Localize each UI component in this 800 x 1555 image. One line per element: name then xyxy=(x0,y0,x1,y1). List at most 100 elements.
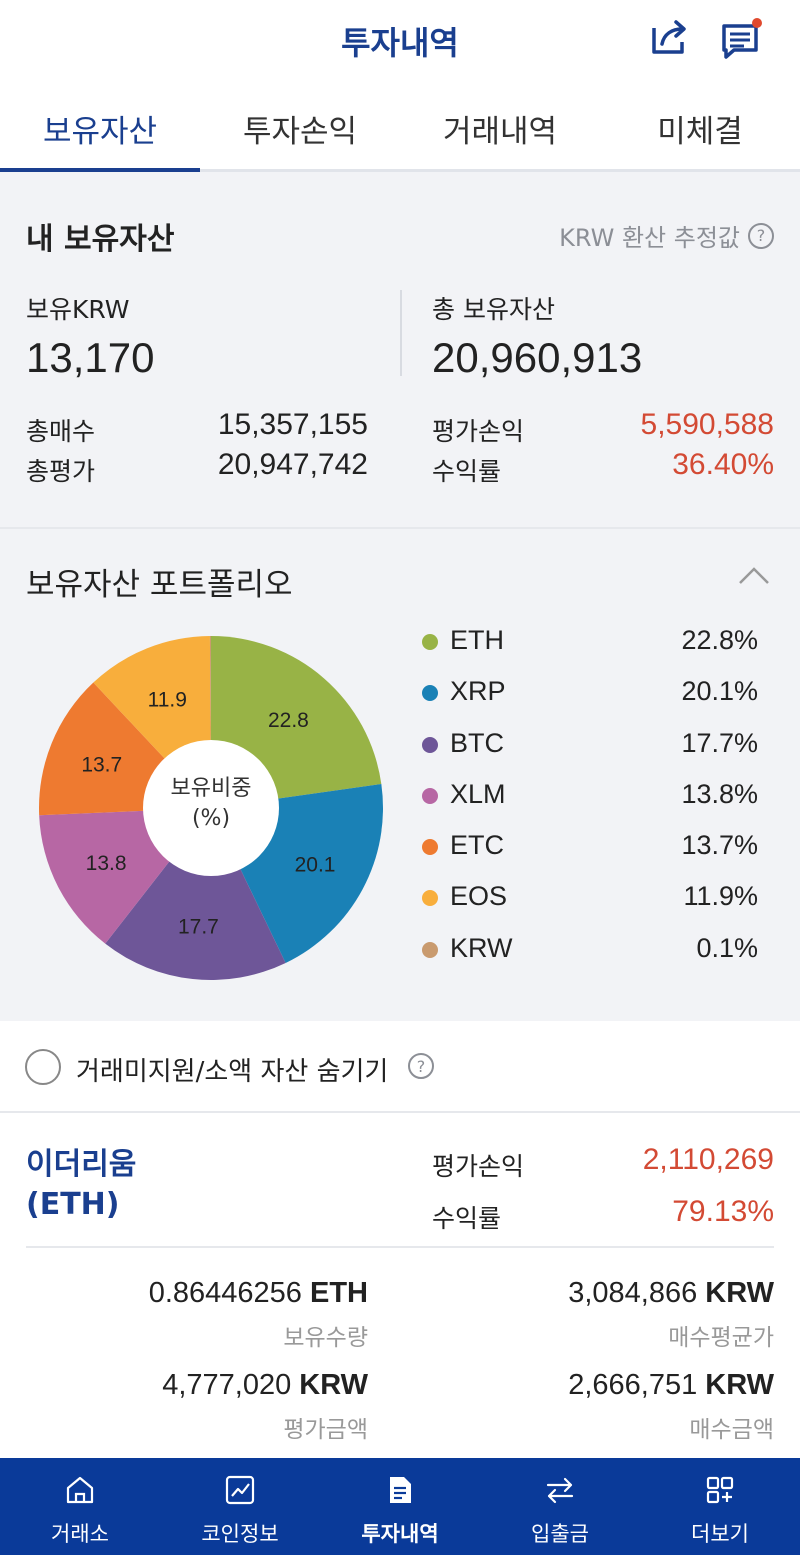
pnl-value: 5,590,588 xyxy=(640,408,774,441)
total-assets-label: 총 보유자산 xyxy=(432,295,555,324)
pie-data-label: 13.8 xyxy=(86,852,127,875)
legend-asset-percent: 11.9% xyxy=(683,881,758,912)
legend-asset-percent: 13.8% xyxy=(681,778,758,809)
evaluation-amount-unit: KRW xyxy=(299,1369,368,1401)
legend-item: XLM 13.8% xyxy=(418,771,778,822)
chart-icon xyxy=(225,1475,255,1505)
holding-quantity-label: 보유수량 xyxy=(283,1325,368,1351)
asset-pnl-label: 평가손익 xyxy=(432,1152,525,1181)
total-assets-value: 20,960,913 xyxy=(432,334,643,381)
pie-data-label: 17.7 xyxy=(178,915,219,938)
pie-data-label: 13.7 xyxy=(81,753,122,776)
holdings-summary: 내 보유자산 KRW 환산 추정값 ? 보유KRW 13,170 총 보유자산 … xyxy=(0,172,800,527)
nav-label: 입출금 xyxy=(531,1522,589,1546)
asset-card-eth[interactable]: 이더리움 (ETH) 평가손익 2,110,269 수익률 79.13% 0.8… xyxy=(0,1113,800,1458)
legend-color-dot xyxy=(422,941,438,958)
krw-label: 보유KRW xyxy=(26,295,130,324)
legend-asset-percent: 20.1% xyxy=(681,676,758,707)
legend-asset-name: ETC xyxy=(450,830,504,861)
buy-amount-value: 2,666,751 xyxy=(568,1369,698,1401)
total-buy-label: 총매수 xyxy=(26,417,96,446)
portfolio-title: 보유자산 포트폴리오 xyxy=(26,567,293,603)
nav-deposit-withdraw[interactable]: 입출금 xyxy=(480,1458,640,1555)
average-buy-price: 3,084,866 KRW xyxy=(568,1277,774,1310)
legend-item: KRW 0.1% xyxy=(418,925,778,976)
average-buy-price-label: 매수평균가 xyxy=(668,1325,774,1351)
legend-asset-name: EOS xyxy=(450,881,508,912)
krw-value: 13,170 xyxy=(26,334,155,381)
tab-profit-loss[interactable]: 투자손익 xyxy=(242,114,358,150)
tab-transactions[interactable]: 거래내역 xyxy=(442,114,558,150)
nav-label: 더보기 xyxy=(691,1522,749,1546)
chevron-up-icon[interactable] xyxy=(738,565,770,585)
share-icon[interactable] xyxy=(648,16,690,58)
return-rate-value: 36.40% xyxy=(672,448,774,481)
legend-color-dot xyxy=(422,787,438,804)
divider xyxy=(26,1246,774,1248)
bottom-navigation: 거래소 코인정보 투자내역 입출금 더보기 xyxy=(0,1458,800,1555)
legend-item: BTC 17.7% xyxy=(418,720,778,771)
pie-center-label: 보유비중 xyxy=(171,776,252,801)
hide-small-assets-label: 거래미지원/소액 자산 숨기기 xyxy=(76,1057,389,1087)
pie-slice-btc xyxy=(105,808,286,980)
tab-holdings[interactable]: 보유자산 xyxy=(42,114,158,150)
legend-color-dot xyxy=(422,736,438,753)
buy-amount-unit: KRW xyxy=(705,1369,774,1401)
legend-asset-name: BTC xyxy=(450,727,504,758)
pie-data-label: 22.8 xyxy=(268,709,309,732)
buy-amount-label: 매수금액 xyxy=(689,1417,774,1443)
legend-asset-percent: 13.7% xyxy=(681,830,758,861)
nav-coin-info[interactable]: 코인정보 xyxy=(160,1458,320,1555)
legend-color-dot xyxy=(422,839,438,856)
message-notification-icon[interactable] xyxy=(720,18,764,60)
evaluation-amount-label: 평가금액 xyxy=(283,1417,368,1443)
legend-item: ETC 13.7% xyxy=(418,822,778,873)
nav-exchange[interactable]: 거래소 xyxy=(0,1458,160,1555)
legend-asset-percent: 0.1% xyxy=(696,932,758,963)
portfolio-legend: ETH 22.8% XRP 20.1% BTC 17.7% XLM 13.8% ETC 13.7%… xyxy=(418,617,778,976)
nav-investment-history[interactable]: 투자내역 xyxy=(320,1458,480,1555)
legend-item: EOS 11.9% xyxy=(418,873,778,924)
tab-bar: 보유자산 투자손익 거래내역 미체결 xyxy=(0,82,800,172)
legend-color-dot xyxy=(422,890,438,907)
tab-open-orders[interactable]: 미체결 xyxy=(657,114,743,150)
nav-label: 거래소 xyxy=(51,1522,109,1546)
legend-asset-name: ETH xyxy=(450,625,504,655)
portfolio-section: 보유자산 포트폴리오 보유비중 (%) 22.8 20.1 17.7 13.8 13.7… xyxy=(0,527,800,1021)
active-tab-indicator xyxy=(0,168,200,172)
hide-small-assets-option[interactable]: 거래미지원/소액 자산 숨기기 ? xyxy=(0,1021,800,1113)
total-buy-value: 15,357,155 xyxy=(217,408,368,441)
nav-more[interactable]: 더보기 xyxy=(640,1458,800,1555)
average-buy-price-value: 3,084,866 xyxy=(568,1277,698,1309)
legend-color-dot xyxy=(422,685,438,702)
krw-estimate-hint[interactable]: KRW 환산 추정값 ? xyxy=(559,218,774,253)
legend-asset-name: XRP xyxy=(450,676,506,707)
total-eval-value: 20,947,742 xyxy=(217,448,368,481)
divider xyxy=(400,290,402,376)
holding-quantity-unit: ETH xyxy=(310,1277,368,1309)
hide-small-assets-radio[interactable] xyxy=(25,1049,61,1085)
pie-center-hole xyxy=(143,740,279,876)
app-header: 투자내역 xyxy=(0,0,800,82)
portfolio-pie-chart: 보유비중 (%) 22.8 20.1 17.7 13.8 13.7 11.9 xyxy=(39,636,383,980)
holding-quantity: 0.86446256 ETH xyxy=(149,1277,368,1310)
legend-color-dot xyxy=(422,634,438,650)
asset-return-label: 수익률 xyxy=(432,1204,502,1233)
page-title: 투자내역 xyxy=(341,24,459,62)
help-icon[interactable]: ? xyxy=(748,222,774,249)
legend-item: XRP 20.1% xyxy=(418,668,778,719)
home-icon xyxy=(66,1476,94,1504)
evaluation-amount-value: 4,777,020 xyxy=(162,1369,292,1401)
hint-label: KRW 환산 추정값 xyxy=(559,224,740,252)
asset-name-korean: 이더리움 xyxy=(26,1147,137,1182)
help-icon[interactable]: ? xyxy=(408,1053,434,1079)
pie-data-label: 11.9 xyxy=(148,688,187,711)
asset-symbol: (ETH) xyxy=(26,1187,120,1222)
return-rate-label: 수익률 xyxy=(432,457,502,486)
pnl-label: 평가손익 xyxy=(432,417,525,446)
total-eval-label: 총평가 xyxy=(26,457,96,486)
document-icon xyxy=(390,1477,411,1503)
legend-asset-percent: 22.8% xyxy=(681,625,758,655)
asset-name: 이더리움 (ETH) xyxy=(26,1145,136,1225)
buy-amount: 2,666,751 KRW xyxy=(568,1369,774,1402)
